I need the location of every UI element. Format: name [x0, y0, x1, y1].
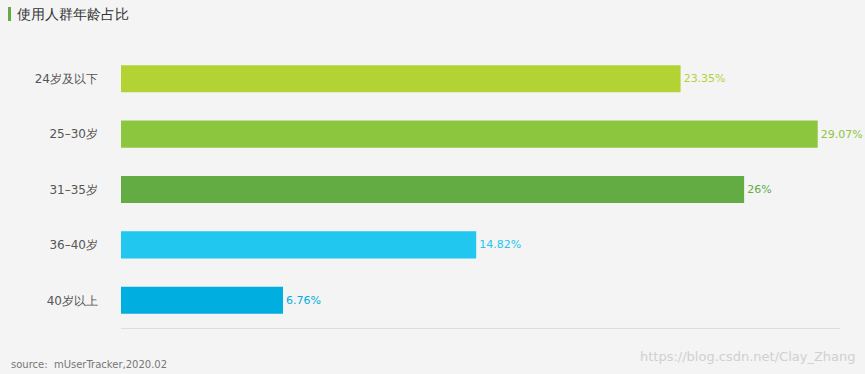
- svg-text:40岁以上: 40岁以上: [47, 294, 98, 308]
- svg-text:使用人群年龄占比: 使用人群年龄占比: [17, 6, 129, 22]
- svg-text:31–35岁: 31–35岁: [49, 183, 98, 197]
- svg-text:29.07%: 29.07%: [821, 128, 863, 141]
- svg-text:14.82%: 14.82%: [479, 238, 521, 251]
- svg-text:source: mUserTracker,2020.02: source: mUserTracker,2020.02: [11, 359, 167, 370]
- svg-text:36–40岁: 36–40岁: [49, 238, 98, 252]
- svg-text:26%: 26%: [747, 183, 771, 196]
- svg-text:23.35%: 23.35%: [684, 72, 726, 85]
- svg-text:https://blog.csdn.net/Clay_Zha: https://blog.csdn.net/Clay_Zhang: [640, 349, 856, 364]
- svg-text:6.76%: 6.76%: [286, 294, 321, 307]
- svg-text:24岁及以下: 24岁及以下: [35, 72, 98, 86]
- svg-text:25–30岁: 25–30岁: [49, 127, 98, 141]
